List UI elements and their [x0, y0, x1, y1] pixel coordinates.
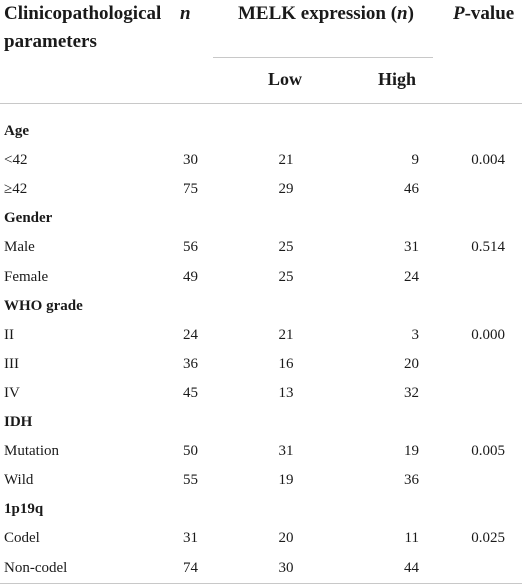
row-low: 21	[278, 326, 294, 343]
n-header: n	[180, 3, 191, 24]
row-n: 74	[183, 559, 198, 576]
row-n: 50	[183, 443, 198, 460]
row-p-value: 0.005	[471, 443, 505, 460]
group-title: Age	[4, 123, 29, 139]
row-low: 13	[278, 384, 294, 401]
row-p-value: 0.004	[471, 152, 505, 169]
row-n: 49	[183, 268, 198, 285]
param-header-line1: Clinicopathological	[4, 3, 162, 24]
high-header: High	[378, 69, 417, 89]
row-low: 20	[278, 530, 294, 547]
row-high: 9	[411, 152, 420, 169]
row-n: 45	[183, 384, 198, 401]
melk-expression-header: MELK expression (n)	[238, 0, 414, 28]
row-low: 29	[278, 181, 294, 198]
p-value-header-rest: -value	[464, 3, 515, 24]
group-title: IDH	[4, 414, 33, 430]
row-p-value: 0.025	[471, 530, 505, 547]
group-title: Gender	[4, 210, 53, 227]
p-value-header: P-value	[453, 0, 514, 28]
row-n: 31	[183, 530, 198, 547]
row-n: 75	[183, 181, 198, 198]
row-p-value: 0.514	[471, 239, 505, 256]
row-high: 46	[404, 181, 419, 198]
row-label: Wild	[4, 472, 34, 489]
row-n: 36	[183, 355, 198, 372]
header-bottom-rule	[0, 103, 522, 104]
row-label: II	[4, 326, 14, 343]
row-high: 36	[404, 472, 419, 489]
row-label: ≥42	[4, 181, 28, 198]
row-high: 32	[404, 384, 419, 401]
row-n: 56	[183, 239, 198, 256]
row-n: 55	[183, 472, 198, 489]
table-bottom-rule	[0, 583, 522, 584]
row-high: 44	[404, 559, 419, 576]
melk-header-text: MELK expression (	[238, 3, 398, 24]
row-label: Non-codel	[4, 559, 68, 576]
row-high: 31	[404, 239, 419, 256]
row-n: 24	[183, 326, 198, 343]
row-label: Mutation	[4, 443, 59, 460]
row-low: 30	[278, 559, 294, 576]
row-high: 24	[404, 268, 419, 285]
row-high: 3	[411, 326, 420, 343]
row-low: 16	[278, 355, 294, 372]
row-label: Female	[4, 268, 49, 285]
row-low: 31	[278, 443, 294, 460]
row-p-value: 0.000	[471, 326, 505, 343]
row-low: 25	[278, 239, 294, 256]
row-label: Codel	[4, 530, 40, 547]
row-low: 25	[278, 268, 294, 285]
row-high: 19	[404, 443, 419, 460]
row-low: 21	[278, 152, 294, 169]
melk-subheader-rule	[213, 57, 433, 58]
row-label: IV	[4, 384, 20, 401]
melk-header-close: )	[407, 3, 414, 24]
melk-header-n: n	[397, 3, 408, 24]
row-n: 30	[183, 152, 198, 169]
row-high: 20	[404, 355, 419, 372]
p-value-header-p: P	[453, 3, 465, 24]
row-label: Male	[4, 239, 35, 256]
row-low: 19	[278, 472, 294, 489]
group-title: WHO grade	[4, 297, 83, 314]
low-header: Low	[268, 69, 303, 89]
row-label: III	[4, 355, 19, 372]
row-high: 11	[404, 530, 419, 547]
group-title: 1p19q	[4, 501, 44, 518]
row-label: <42	[4, 152, 28, 169]
param-header-line2: parameters	[4, 31, 97, 52]
